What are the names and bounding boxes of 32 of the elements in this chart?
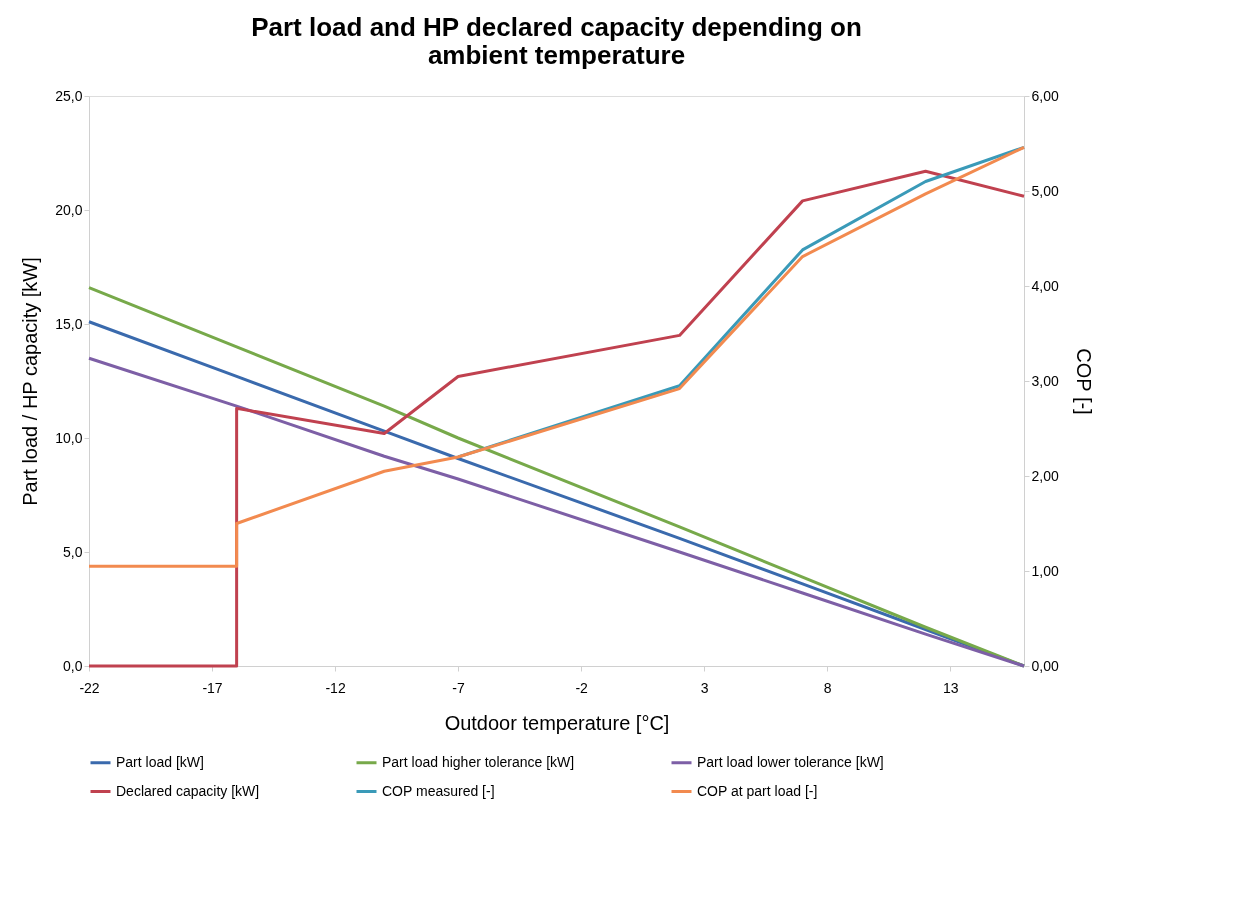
y2-tick-label: 4,00 (1031, 277, 1059, 294)
legend-label: Part load lower tolerance [kW] (697, 753, 884, 770)
y-tick-label: 15,0 (55, 315, 83, 332)
x-tick-label: -12 (325, 679, 346, 696)
x-tick-label: 13 (942, 679, 959, 696)
x-tick-label: 8 (823, 679, 832, 696)
y2-tick-label: 3,00 (1031, 372, 1059, 389)
y2-tick-label: 6,00 (1031, 87, 1059, 104)
x-tick-label: 3 (700, 679, 709, 696)
line-series (87, 145, 1026, 568)
y-axis-title: Part load / HP capacity [kW] (19, 257, 42, 506)
x-tick-label: -7 (452, 679, 466, 696)
y2-axis-title: COP [-] (1072, 348, 1095, 415)
legend-label: COP at part load [-] (697, 782, 818, 799)
y-tick-label: 25,0 (55, 87, 83, 104)
legend-label: Part load [kW] (116, 753, 204, 770)
y2-tick-label: 1,00 (1031, 562, 1059, 579)
x-tick-label: -22 (79, 679, 100, 696)
x-axis-title: Outdoor temperature [°C] (444, 711, 670, 734)
y-tick-label: 0,0 (63, 657, 83, 674)
y-tick-label: 20,0 (55, 201, 83, 218)
legend-label: COP measured [-] (382, 782, 495, 799)
x-tick-label: -17 (202, 679, 223, 696)
y2-tick-label: 0,00 (1031, 657, 1059, 674)
legend-label: Declared capacity [kW] (116, 782, 260, 799)
y-tick-label: 10,0 (55, 429, 83, 446)
y-tick-label: 5,0 (63, 543, 83, 560)
y2-tick-label: 2,00 (1031, 467, 1059, 484)
x-tick-label: -2 (575, 679, 589, 696)
chart-title: Part load and HP declared capacity depending on ambient temperature (251, 12, 862, 70)
legend-label: Part load higher tolerance [kW] (382, 753, 575, 770)
y2-tick-label: 5,00 (1031, 182, 1059, 199)
